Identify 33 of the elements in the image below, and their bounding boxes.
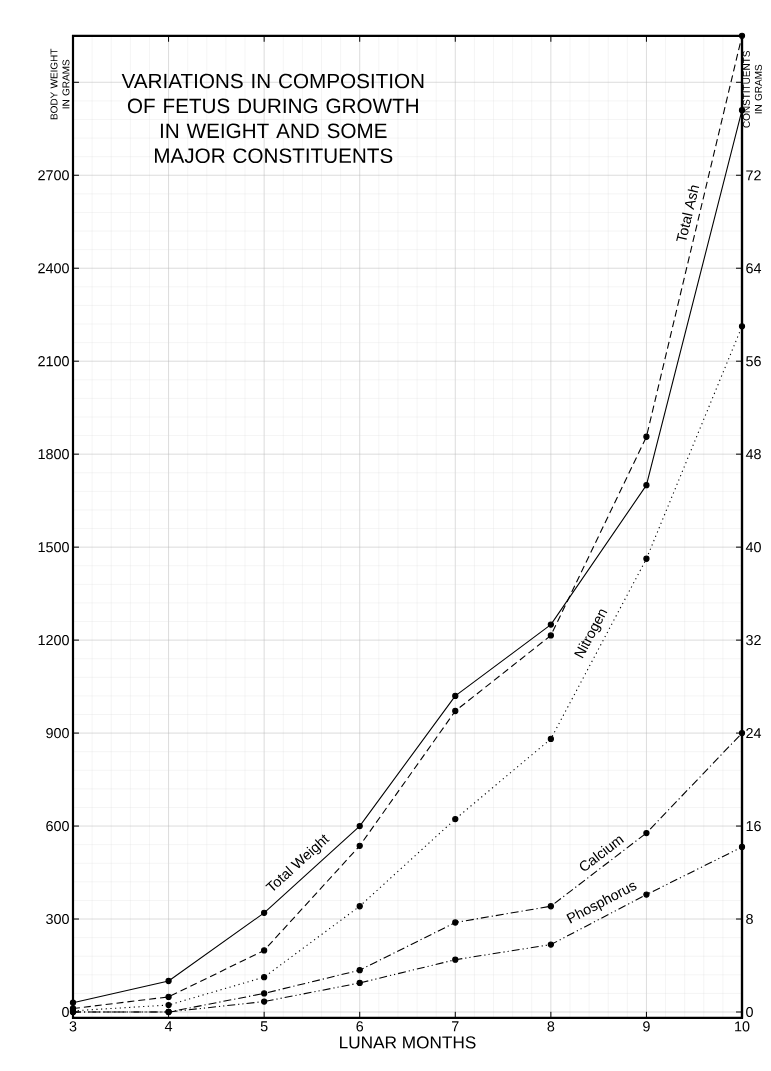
y2-tick-label: 72	[746, 170, 761, 181]
x-axis-title: LUNAR MONTHS	[340, 1036, 476, 1049]
x-tick-label: 9	[643, 1021, 650, 1032]
y-tick-label: 2100	[38, 356, 69, 367]
x-tick-label: 3	[69, 1021, 77, 1032]
y2-tick-label: 64	[746, 263, 762, 274]
y2-tick-label: 48	[745, 449, 761, 460]
y-tick-label: 1500	[38, 542, 69, 553]
x-tick-label: 4	[164, 1021, 173, 1032]
y-tick-label: 300	[46, 913, 69, 925]
text: Total Ash	[676, 185, 700, 242]
y-tick-label: 900	[46, 728, 69, 739]
y-axis-title: BODY WEIGHT IN GRAMS	[50, 48, 70, 120]
y2-axis-title: CONSTITUENTS IN GRAMS	[742, 51, 762, 128]
y2-tick-label: 24	[746, 728, 762, 739]
y2-tick-label: 0	[746, 1006, 753, 1018]
y2-tick-label: 56	[746, 356, 761, 367]
y2-tick-label: 32	[746, 635, 761, 646]
y-tick-label: 2400	[38, 263, 69, 274]
x-tick-label: 6	[356, 1021, 364, 1032]
y-tick-label: 1800	[38, 449, 69, 460]
x-tick-label: 10	[735, 1021, 750, 1032]
text: VARIATIONS IN COMPOSITION OF FETUS DURING GROWTH IN WEIGHT AND SOME MAJOR CONSTITUENTS	[121, 73, 424, 164]
y2-tick-label: 8	[746, 913, 753, 925]
y-tick-label: 1200	[38, 635, 69, 646]
y2-tick-label: 40	[745, 542, 761, 553]
y-tick-label: 2700	[38, 170, 69, 181]
x-tick-label: 5	[260, 1021, 268, 1032]
y-tick-label: 600	[46, 820, 69, 832]
x-tick-label: 7	[452, 1021, 459, 1032]
x-tick-label: 8	[547, 1021, 555, 1032]
y-tick-label: 0	[62, 1006, 69, 1018]
y2-tick-label: 16	[746, 820, 761, 832]
